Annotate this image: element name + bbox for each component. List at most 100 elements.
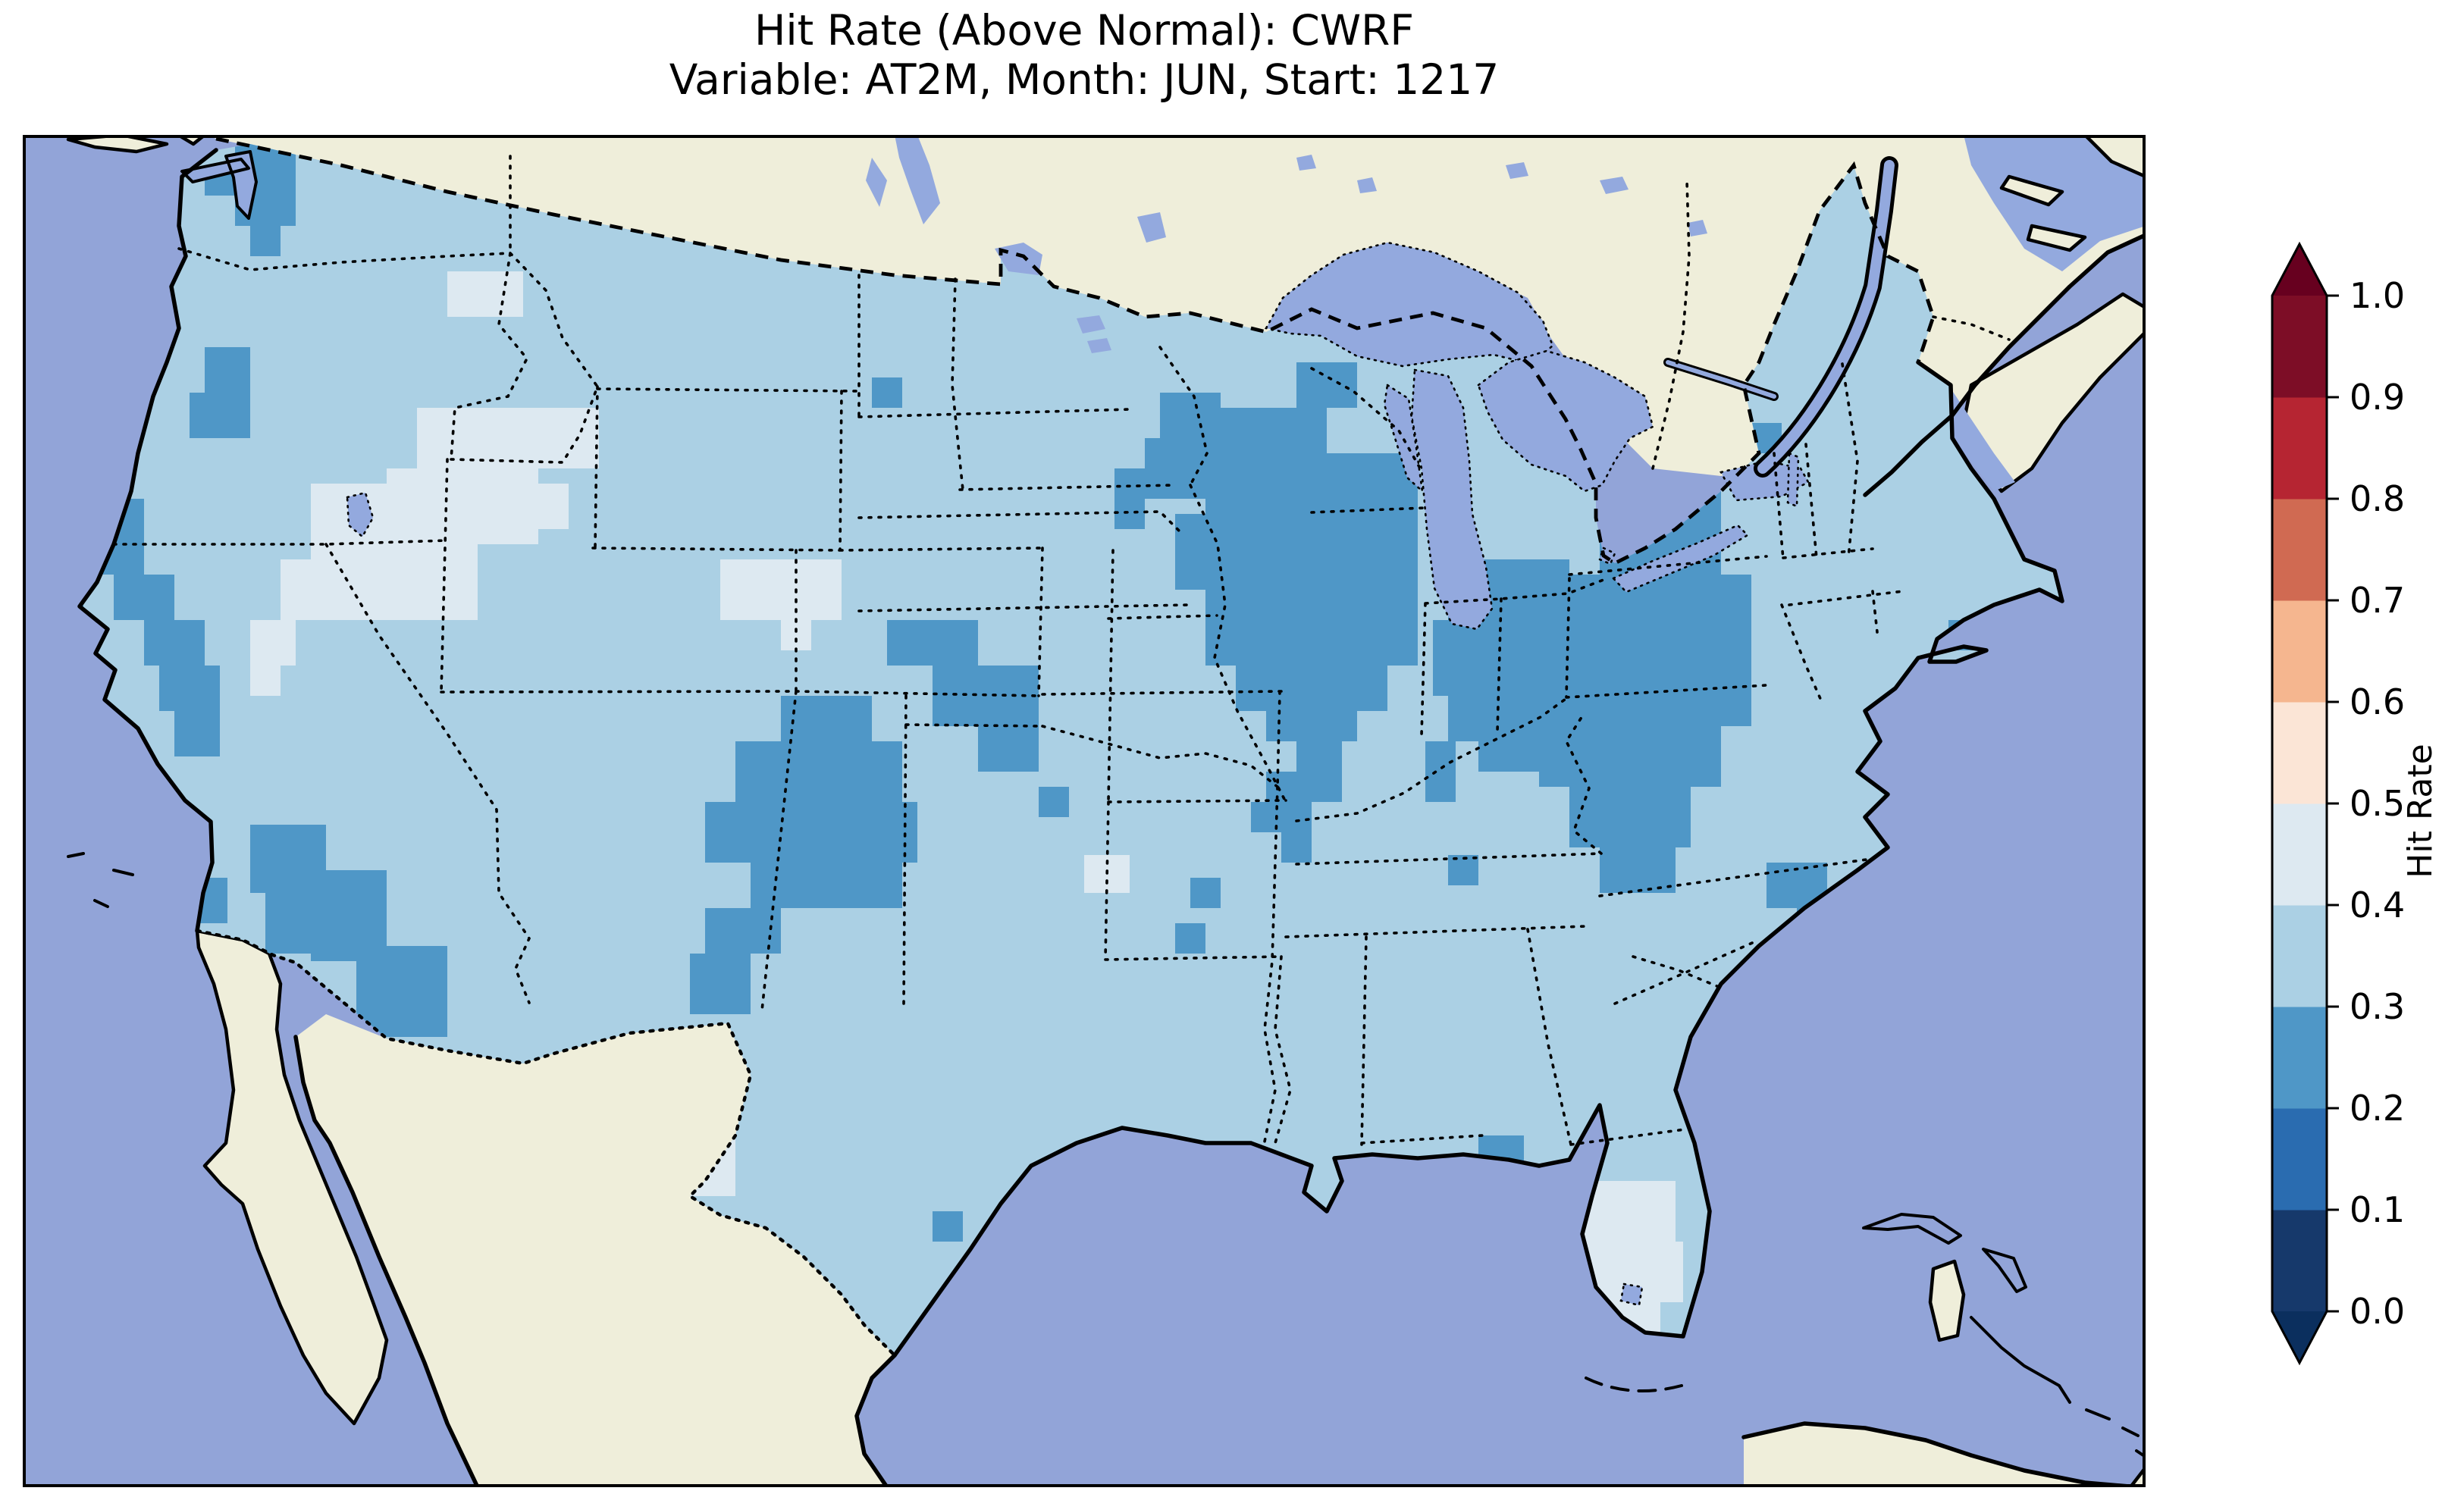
us-mexico-border	[195, 929, 897, 1358]
hit-rate-cell-0.2-0.3	[1569, 787, 1691, 847]
colorbar-outline	[2271, 241, 2328, 1366]
lake-okeechobee	[1619, 1283, 1644, 1307]
hit-rate-cell-0.4-0.5	[250, 620, 296, 666]
hit-rate-cell-0.4-0.5	[508, 484, 569, 529]
hit-rate-cell-0.2-0.3	[751, 863, 902, 908]
pacific-coastline	[77, 148, 218, 933]
hit-rate-cell-0.2-0.3	[114, 575, 174, 620]
hit-rate-cell-0.2-0.3	[1478, 741, 1539, 772]
gulf-of-st-lawrence	[1964, 135, 2146, 271]
hit-rate-cell-0.2-0.3	[174, 711, 220, 756]
plot-title-line2: Variable: AT2M, Month: JUN, Start: 1217	[669, 55, 1500, 104]
colorbar-tick-label: 0.0	[2350, 1291, 2405, 1332]
hit-rate-cell-0.2-0.3	[887, 620, 978, 666]
bahamas-andros	[1928, 1259, 1966, 1342]
hit-rate-cell-0.2-0.3	[1509, 650, 1751, 726]
colorbar: 1.0 0.9 0.8 0.7 0.6 0.5 0.4 0.3 0.2 0.1 0.0 Hit Ra…	[2263, 227, 2464, 1410]
hit-rate-cell-0.2-0.3	[326, 870, 387, 916]
hit-rate-cell-0.2-0.3	[250, 825, 326, 893]
cuba	[1744, 1424, 2146, 1487]
colorbar-segment	[2272, 803, 2327, 906]
state-border-lines-central	[951, 277, 1609, 1146]
state-border-lines-east	[1526, 362, 1904, 1146]
florida-keys	[1585, 1377, 1683, 1393]
lake-champlain	[1786, 452, 1800, 508]
hit-rate-cell-0.2-0.3	[1296, 741, 1342, 772]
canada-atlantic-coastline	[1863, 233, 2146, 497]
hit-rate-cell-0.2-0.3	[1114, 468, 1145, 529]
hit-rate-cell-0.2-0.3	[735, 741, 902, 802]
colorbar-segment	[2272, 1210, 2327, 1312]
lake-manitoba	[866, 158, 887, 207]
small-lakes	[182, 135, 1800, 1307]
mexico-gulf-coastline	[854, 1353, 897, 1487]
strait-of-juan-de-fuca	[182, 159, 249, 182]
hit-rate-cell-0.2-0.3	[872, 377, 902, 408]
colorbar-tick-label: 0.2	[2350, 1088, 2405, 1129]
state-border-lines-west	[112, 155, 1283, 1143]
hit-rate-cell-0.2-0.3	[1205, 590, 1418, 666]
anticosti-island	[1999, 174, 2064, 207]
mexico-mainland	[296, 1014, 895, 1487]
hit-rate-cell-0.2-0.3	[1175, 514, 1418, 590]
colorbar-canvas: 1.0 0.9 0.8 0.7 0.6 0.5 0.4 0.3 0.2 0.1 0.0 Hit Ra…	[2271, 241, 2440, 1366]
canadian-province-borders	[1651, 179, 2011, 470]
coastlines	[77, 148, 2146, 1487]
colorbar-segment	[2272, 1007, 2327, 1109]
hit-rate-cell-0.2-0.3	[1600, 847, 1676, 893]
colorbar-tick-label: 0.4	[2350, 885, 2405, 926]
hit-rate-cell-0.2-0.3	[1266, 711, 1357, 741]
colorbar-segment	[2272, 1108, 2327, 1211]
hit-rate-cell-0.4-0.5	[508, 408, 599, 468]
hit-rate-cell-0.2-0.3	[933, 1211, 963, 1242]
lake-michigan	[1410, 368, 1494, 631]
rivers	[1663, 156, 1898, 478]
colorbar-segment	[2272, 702, 2327, 804]
hit-rate-cell-0.2-0.3	[705, 802, 917, 863]
map-axes	[23, 135, 2146, 1487]
hit-rate-cell-0.2-0.3	[1539, 726, 1721, 787]
colorbar-segment	[2272, 397, 2327, 500]
hit-rate-cell-0.2-0.3	[1539, 575, 1751, 650]
lake-nipigon	[1137, 212, 1166, 243]
green-bay	[1383, 383, 1424, 494]
national-borders	[195, 136, 1936, 1358]
ottawa-river	[1666, 360, 1776, 399]
hit-rate-cell-0.2-0.3	[250, 226, 281, 256]
hit-rate-cell-0.2-0.3	[1425, 741, 1456, 802]
map-canvas	[23, 135, 2146, 1487]
mexico-gulf-of-california-coastline	[293, 1035, 480, 1487]
colorbar-tick-label: 0.6	[2350, 681, 2405, 722]
islands-group	[66, 135, 2146, 1487]
hit-rate-cell-0.2-0.3	[1205, 453, 1418, 514]
bahamas-grand-bahama-abaco	[1862, 1213, 1962, 1245]
baja-california	[195, 929, 389, 1426]
hit-rate-cell-0.2-0.3	[1281, 832, 1312, 863]
hit-rate-cell-0.4-0.5	[720, 559, 842, 620]
hit-rate-cell-0.2-0.3	[1205, 408, 1327, 453]
us-canada-border	[215, 136, 1936, 565]
hit-rate-cell-0.2-0.3	[356, 946, 447, 1037]
hit-rate-cell-0.2-0.3	[1448, 650, 1539, 711]
colorbar-label: Hit Rate	[2401, 744, 2440, 878]
hit-rate-cell-0.2-0.3	[1296, 362, 1357, 408]
plot-title-line1: Hit Rate (Above Normal): CWRF	[754, 6, 1414, 55]
bahamas-exuma-chain	[1970, 1316, 2146, 1458]
hit-rate-cell-0.4-0.5	[781, 620, 811, 650]
st-lawrence-river	[1757, 160, 1895, 474]
hit-rate-cell-0.2-0.3	[690, 954, 751, 1014]
puget-sound-coastline	[180, 150, 258, 220]
hit-rate-cell-0.2-0.3	[144, 620, 205, 666]
hit-rate-cell-0.2-0.3	[978, 726, 1039, 772]
prince-edward-island	[2026, 224, 2087, 252]
channel-islands	[67, 852, 134, 908]
hit-rate-cell-0.2-0.3	[1448, 855, 1478, 885]
hit-rate-cell-0.4-0.5	[281, 559, 371, 620]
canada-landmass	[205, 135, 2146, 495]
bahamas-eleuthera	[1982, 1248, 2027, 1293]
colorbar-tick-label: 0.8	[2350, 478, 2405, 519]
hit-rate-cell-0.2-0.3	[1251, 802, 1312, 832]
colorbar-tick-label: 0.5	[2350, 783, 2405, 824]
colorbar-tick-label: 1.0	[2350, 275, 2405, 316]
